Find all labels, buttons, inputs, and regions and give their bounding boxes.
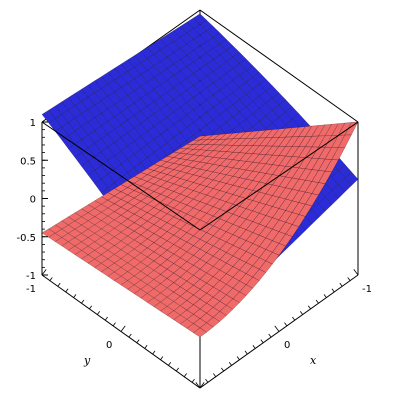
x-tick	[347, 277, 351, 281]
x-tick	[339, 282, 343, 287]
y-tick	[112, 322, 116, 327]
y-tick	[191, 378, 195, 383]
y-tick	[65, 288, 69, 293]
y-tick	[104, 316, 108, 321]
z-tick-label: 1	[30, 118, 36, 129]
x-tick	[260, 339, 264, 344]
z-tick-label: -0.5	[16, 233, 36, 244]
y-tick	[73, 294, 77, 298]
y-axis: -1 0	[26, 269, 205, 389]
z-tick-label: 0	[30, 195, 36, 206]
y-tick	[175, 367, 180, 372]
y-tick-label: 0	[106, 340, 112, 351]
x-tick-label: 0	[284, 340, 290, 351]
x-tick	[244, 350, 248, 355]
x-tick	[299, 311, 304, 315]
y-tick	[120, 325, 126, 332]
z-tick-label: -1	[26, 271, 36, 282]
box-front-edges	[41, 121, 359, 231]
red-surface	[41, 121, 359, 338]
x-axis: -1 0	[195, 269, 372, 389]
x-tick-label: -1	[362, 284, 372, 295]
y-tick	[199, 382, 205, 389]
y-tick	[128, 333, 132, 338]
y-tick	[160, 356, 164, 360]
y-tick	[81, 299, 85, 304]
y-tick	[152, 350, 156, 355]
y-tick	[136, 339, 140, 344]
y-tick	[168, 361, 172, 366]
x-tick	[268, 333, 272, 338]
z-tick-label: 0.5	[20, 156, 36, 167]
x-axis-label: x	[310, 354, 317, 367]
y-axis-label: y	[83, 354, 91, 367]
x-tick	[220, 367, 225, 372]
box-edge	[199, 9, 359, 123]
x-tick	[236, 356, 240, 360]
x-tick	[274, 325, 280, 332]
y-tick	[41, 269, 47, 276]
x-tick	[292, 316, 296, 321]
y-tick	[49, 277, 53, 281]
x-tick	[252, 345, 256, 349]
y-tick	[89, 305, 93, 310]
y-tick	[183, 373, 187, 377]
x-tick	[284, 322, 288, 327]
x-tick	[195, 382, 201, 389]
x-tick	[323, 294, 327, 298]
x-tick	[213, 373, 217, 377]
box-edge	[41, 121, 201, 231]
z-axis: 1 0.5 0 -0.5 -1	[16, 118, 48, 282]
y-tick-label: -1	[26, 284, 36, 295]
x-tick	[307, 305, 311, 310]
surface-patch	[193, 327, 207, 338]
x-tick	[331, 288, 335, 293]
x-tick	[205, 378, 209, 383]
y-tick	[57, 282, 61, 287]
x-tick	[315, 299, 319, 304]
box-edge	[199, 121, 359, 231]
x-tick	[353, 269, 359, 276]
y-tick	[96, 311, 101, 315]
x-tick	[228, 361, 232, 366]
y-tick	[144, 345, 148, 349]
